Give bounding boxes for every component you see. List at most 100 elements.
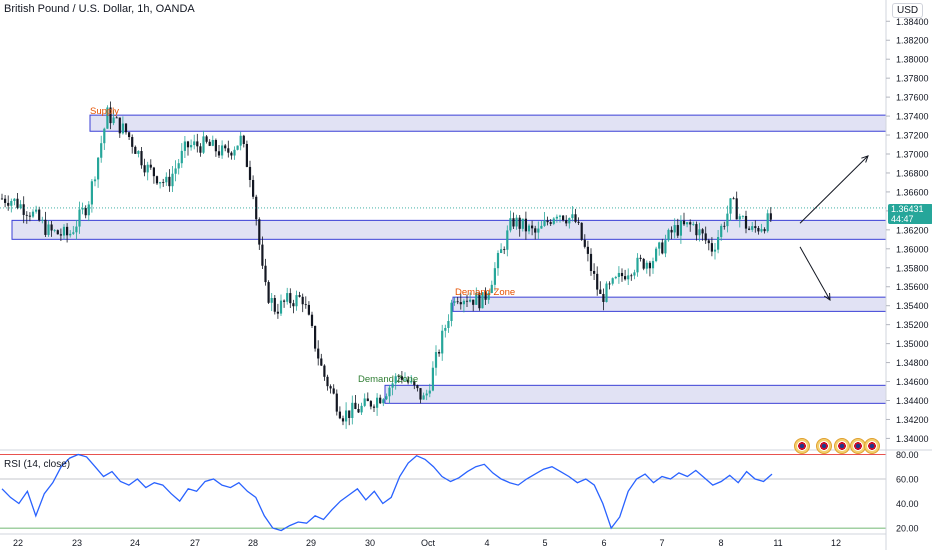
candle-body [360,405,363,413]
candle-body [617,272,620,277]
candle-body [645,262,648,269]
candle-body [252,179,255,197]
price-tick-label: 1.35600 [896,282,929,292]
candle-body [35,209,38,212]
us-flag-icon[interactable] [864,438,880,454]
candle-body [72,232,75,234]
candle-body [289,293,292,304]
candle-body [713,249,717,252]
candle-body [555,216,558,219]
candle-body [28,215,31,217]
candle-body [143,165,146,173]
candle-body [484,292,487,300]
candle-body [400,376,403,380]
candle-body [630,275,633,277]
price-tick-label: 1.37400 [896,112,929,122]
candle-body [419,388,422,400]
price-tick-label: 1.37600 [896,93,929,103]
time-tick-label: 22 [13,538,23,548]
candle-body [723,225,726,227]
candle-body [103,128,106,144]
time-tick-label: 11 [773,538,782,548]
candle-body [391,383,394,388]
candle-body [717,237,720,250]
candle-body [679,220,682,236]
candle-body [558,215,562,217]
rsi-tick-label: 60.00 [896,475,919,485]
candle-body [190,145,193,148]
candle-body [69,233,72,236]
time-tick-label: 8 [718,538,723,548]
time-tick-label: Oct [421,538,436,548]
candle-body [701,229,704,234]
candle-body [75,226,78,233]
candle-body [518,217,521,229]
currency-badge[interactable]: USD [892,3,924,18]
candle-body [462,300,465,305]
candle-body [766,213,769,232]
candle-body [633,272,636,276]
price-tick-label: 1.35200 [896,320,929,330]
candle-body [224,145,227,149]
candle-body [521,218,524,229]
candle-body [540,225,543,229]
candle-body [450,302,453,321]
candle-body [258,219,261,245]
candle-body [283,300,286,302]
candle-body [596,273,599,290]
us-flag-icon[interactable] [794,438,810,454]
candle-body [59,234,62,236]
candle-body [4,198,7,203]
candle-body [428,390,431,394]
arrowhead-icon [861,155,869,163]
candle-body [261,244,264,266]
candle-body [16,198,19,208]
price-tick-label: 1.34400 [896,396,929,406]
candle-body [676,225,679,236]
candle-body [165,176,168,183]
candle-body [534,228,537,233]
zone-rect [384,384,887,404]
symbol-title[interactable]: British Pound / U.S. Dollar, 1h, OANDA [4,3,195,15]
candle-body [648,262,651,269]
candle-body [276,311,279,314]
candle-body [726,213,729,227]
uk-flag-icon[interactable] [834,438,850,454]
zone-rect [452,296,887,312]
candle-body [651,261,655,269]
candle-body [112,117,115,124]
candle-body [298,295,301,297]
price-tick-label: 1.38400 [896,17,929,27]
candle-body [611,278,614,284]
candle-body [434,352,438,368]
candle-body [748,228,751,230]
candle-body [527,225,531,232]
candle-body [38,209,41,221]
candle-body [664,240,667,254]
candle-body [255,196,258,220]
candle-body [744,215,748,229]
candle-body [667,229,670,241]
time-tick-label: 4 [484,538,489,548]
candle-body [121,123,124,134]
us-flag-icon[interactable] [816,438,832,454]
candle-body [639,257,642,259]
candle-body [655,248,658,262]
candle-body [614,276,617,279]
candle-body [22,204,25,215]
candle-body [354,402,357,410]
candle-body [267,282,270,303]
candle-body [180,150,183,164]
candle-body [295,295,298,307]
price-tick-label: 1.37000 [896,150,929,160]
candle-body [537,228,540,233]
candle-body [152,167,155,177]
candle-body [413,380,416,386]
candle-body [87,204,90,216]
candle-body [636,257,639,273]
candle-body [208,141,211,146]
candle-body [90,181,93,205]
rsi-indicator-label[interactable]: RSI (14, close) [4,459,71,470]
candle-body [583,239,586,247]
